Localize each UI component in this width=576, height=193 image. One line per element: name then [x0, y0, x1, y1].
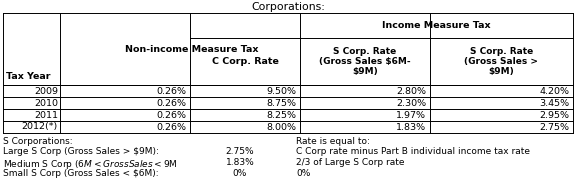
Text: S Corporations:: S Corporations: — [3, 137, 73, 146]
Text: 0%: 0% — [233, 168, 247, 178]
Text: Large S Corp (Gross Sales > $9M):: Large S Corp (Gross Sales > $9M): — [3, 147, 159, 157]
Text: 9.50%: 9.50% — [266, 86, 296, 96]
Text: 2.75%: 2.75% — [226, 147, 255, 157]
Text: 3.45%: 3.45% — [539, 98, 569, 108]
Text: Non-income Measure Tax: Non-income Measure Tax — [125, 45, 259, 53]
Text: 0.26%: 0.26% — [156, 98, 186, 108]
Text: 2.95%: 2.95% — [539, 111, 569, 119]
Text: S Corp. Rate
(Gross Sales $6M-
$9M): S Corp. Rate (Gross Sales $6M- $9M) — [319, 47, 411, 76]
Text: 8.75%: 8.75% — [266, 98, 296, 108]
Text: 8.00%: 8.00% — [266, 123, 296, 131]
Text: Tax Year: Tax Year — [6, 72, 51, 81]
Text: 2/3 of Large S Corp rate: 2/3 of Large S Corp rate — [296, 158, 404, 167]
Text: 0.26%: 0.26% — [156, 86, 186, 96]
Text: 2010: 2010 — [34, 98, 58, 108]
Text: 2012(*): 2012(*) — [22, 123, 58, 131]
Text: 2011: 2011 — [34, 111, 58, 119]
Text: 4.20%: 4.20% — [539, 86, 569, 96]
Text: 2.30%: 2.30% — [396, 98, 426, 108]
Text: C Corp. Rate: C Corp. Rate — [211, 57, 278, 66]
Text: 2.75%: 2.75% — [539, 123, 569, 131]
Text: Rate is equal to:: Rate is equal to: — [296, 137, 370, 146]
Text: 0%: 0% — [296, 168, 310, 178]
Text: 1.83%: 1.83% — [396, 123, 426, 131]
Text: 2009: 2009 — [34, 86, 58, 96]
Text: S Corp. Rate
(Gross Sales >
$9M): S Corp. Rate (Gross Sales > $9M) — [464, 47, 539, 76]
Text: 1.83%: 1.83% — [226, 158, 255, 167]
Text: 0.26%: 0.26% — [156, 123, 186, 131]
Text: 0.26%: 0.26% — [156, 111, 186, 119]
Text: Income Measure Tax: Income Measure Tax — [381, 21, 490, 30]
Text: Medium S Corp ($6M < Gross Sales < $9M: Medium S Corp ($6M < Gross Sales < $9M — [3, 158, 178, 171]
Text: C Corp rate minus Part B individual income tax rate: C Corp rate minus Part B individual inco… — [296, 147, 530, 157]
Text: Corporations:: Corporations: — [251, 2, 325, 12]
Text: Small S Corp (Gross Sales < $6M):: Small S Corp (Gross Sales < $6M): — [3, 168, 158, 178]
Text: 2.80%: 2.80% — [396, 86, 426, 96]
Text: 8.25%: 8.25% — [266, 111, 296, 119]
Text: 1.97%: 1.97% — [396, 111, 426, 119]
